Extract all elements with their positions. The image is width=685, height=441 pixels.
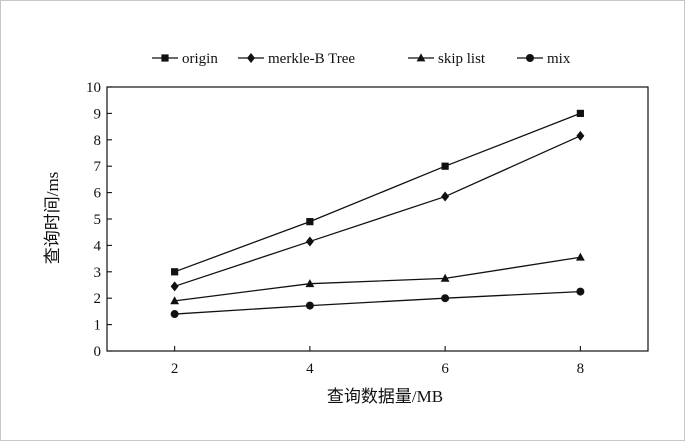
series-line	[174, 112, 581, 273]
series-circle	[170, 287, 585, 319]
y-tick-label: 7	[94, 159, 102, 175]
legend-label: mix	[547, 51, 571, 67]
legend-marker	[161, 54, 169, 62]
data-point	[170, 296, 180, 305]
data-point	[170, 310, 179, 319]
legend-marker	[416, 53, 426, 62]
axes: 0 1 2 3 4 5 6 7 8 9 10 2 4 6 8	[86, 80, 649, 377]
x-tick-label: 8	[577, 361, 585, 377]
data-point	[305, 279, 315, 288]
legend-label: merkle-B Tree	[268, 51, 355, 67]
series-diamond	[170, 130, 585, 292]
x-tick-label: 2	[171, 361, 179, 377]
data-point	[441, 294, 450, 303]
data-point	[440, 273, 450, 282]
data-point	[441, 191, 450, 202]
y-tick-label: 2	[94, 291, 102, 307]
y-tick-label: 4	[94, 238, 102, 254]
legend-item: mix	[517, 51, 571, 67]
series-group	[170, 109, 585, 319]
x-tick-label: 4	[306, 361, 314, 377]
x-axis-title: 查询数据量/MB	[327, 387, 443, 406]
data-point	[576, 287, 585, 296]
y-tick-label: 1	[94, 318, 102, 334]
legend-label: skip list	[438, 51, 486, 67]
y-tick-label: 6	[94, 186, 102, 202]
data-point	[305, 236, 314, 247]
series-line	[174, 135, 581, 287]
data-point	[305, 301, 314, 310]
data-point	[306, 218, 314, 226]
series-triangle	[170, 252, 585, 305]
y-axis-title: 查询时间/ms	[43, 172, 62, 265]
legend-label: origin	[182, 51, 218, 67]
series-line	[174, 290, 581, 315]
data-point	[170, 281, 179, 292]
legend-marker	[526, 54, 534, 62]
y-tick-label: 3	[94, 265, 102, 281]
data-point	[441, 162, 449, 170]
y-tick-label: 5	[94, 212, 102, 228]
data-point	[575, 252, 585, 261]
series-line	[174, 256, 581, 302]
data-point	[171, 268, 179, 276]
y-tick-label: 8	[94, 133, 102, 149]
data-point	[576, 130, 585, 141]
legend-marker	[247, 53, 255, 63]
series-square	[171, 109, 584, 276]
legend-item: origin	[152, 51, 218, 67]
legend-item: merkle-B Tree	[238, 51, 355, 67]
x-tick-label: 6	[441, 361, 449, 377]
y-tick-label: 0	[94, 344, 102, 360]
legend-item: skip list	[408, 51, 486, 67]
y-tick-label: 10	[86, 80, 101, 96]
y-tick-label: 9	[94, 106, 102, 122]
data-point	[576, 109, 584, 117]
legend: origin merkle-B Tree skip list mix	[152, 51, 571, 67]
